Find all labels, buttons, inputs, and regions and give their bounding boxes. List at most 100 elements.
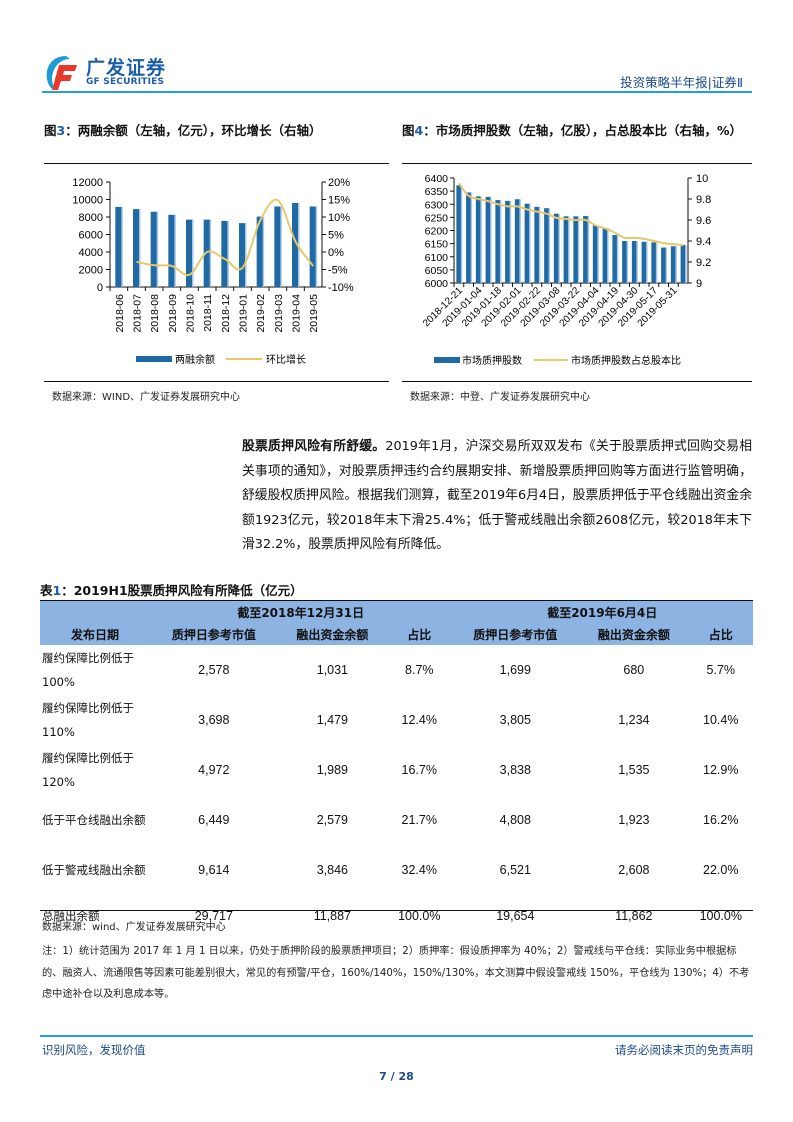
row-label: 总融出余额 [42,909,100,923]
chart1-tick-labels: 0 2000 4000 6000 8000 10000 12000 -10% -5% 0% 5% 10… [72,177,353,333]
figure3-number: 3 [56,123,66,138]
table-cell: 6,521 [499,863,531,877]
paragraph-body: 2019年1月，沪深交易所双双发布《关于股票质押式回购交易相关事项的通知》，对股… [242,439,752,552]
table-top-rule [40,600,753,602]
page-number: 7 / 28 [379,1070,414,1083]
chart2-legend: 市场质押股数 市场质押股数占总股本比 [434,354,681,367]
table-cell: 680 [623,663,645,677]
svg-text:6100: 6100 [425,252,449,264]
table-cell: 16.7% [401,763,437,777]
svg-text:2019-04: 2019-04 [291,294,303,333]
chart1-axes [106,181,326,291]
footer-disclaimer-link[interactable]: 请务必阅读末页的免责声明 [615,1043,753,1057]
svg-text:9.6: 9.6 [696,215,711,227]
row-label: 履约保障比例低于110% [42,701,134,739]
table-group-header-row: 截至2018年12月31日 截至2019年6月4日 [40,601,753,623]
legend-line-label: 环比增长 [266,353,306,366]
table-cell: 11,887 [313,909,351,923]
table-row: 低于警戒线融出余额 9,614 3,846 32.4% 6,521 2,608 22.0% [40,845,753,895]
body-paragraph: 股票质押风险有所舒缓。2019年1月，沪深交易所双双发布《关于股票质押式回购交易… [242,435,752,558]
col-header: 融出资金余额 [277,623,388,645]
table-cell: 5.7% [706,663,736,677]
figure4-bottom-rule [402,381,752,383]
footer-divider [40,1035,753,1037]
svg-text:10%: 10% [328,212,350,224]
chart2-bars [456,185,687,283]
svg-text:2019-03: 2019-03 [273,294,285,333]
svg-text:2018-11: 2018-11 [202,294,214,332]
svg-text:0%: 0% [328,247,344,259]
svg-text:2018-10: 2018-10 [185,294,197,333]
table-cell: 12.4% [401,713,437,727]
table-cell: 21.7% [401,813,437,827]
row-label: 履约保障比例低于120% [42,751,134,789]
table-bottom-rule [40,910,753,912]
table-cell: 6,449 [198,813,230,827]
svg-text:6000: 6000 [79,230,103,242]
svg-text:9.2: 9.2 [696,257,711,269]
svg-text:6400: 6400 [425,173,449,185]
table-cell: 10.4% [703,713,739,727]
svg-text:10: 10 [696,173,708,185]
figure4-number: 4 [414,123,424,138]
svg-text:5%: 5% [328,230,344,242]
margin-balance-chart: 0 2000 4000 6000 8000 10000 12000 -10% -5% 0% 5% 10… [72,177,353,366]
svg-text:2018-08: 2018-08 [149,294,161,333]
legend-bar-swatch [434,357,460,363]
svg-text:9.4: 9.4 [696,236,711,248]
table-cell: 3,846 [316,863,348,877]
svg-text:-5%: -5% [328,265,348,277]
table-column-header-row: 发布日期 质押日参考市值 融出资金余额 占比 质押日参考市值 融出资金余额 占比 [40,623,753,645]
figure3-bottom-rule [44,381,389,383]
svg-text:9.8: 9.8 [696,194,711,206]
chart1-bars [115,203,318,287]
table-source: 数据来源：wind、广发证券发展研究中心 [42,922,226,933]
table-cell: 100.0% [699,909,742,923]
figure4-top-rule [402,163,752,165]
table-cell: 19,654 [496,909,535,923]
report-type-label: 投资策略半年报|证券Ⅱ [620,75,743,90]
table-row: 履约保障比例低于110% 3,698 1,479 12.4% 3,805 1,234 10.… [40,695,753,745]
svg-text:2018-07: 2018-07 [132,294,144,333]
table-cell: 3,805 [499,713,531,727]
table-row: 履约保障比例低于120% 4,972 1,989 16.7% 3,838 1,535 12.… [40,745,753,795]
table-cell: 22.0% [703,863,739,877]
svg-text:2019-02: 2019-02 [255,294,267,333]
table-cell: 12.9% [703,763,739,777]
svg-text:-10%: -10% [328,282,354,294]
svg-text:20%: 20% [328,177,350,189]
svg-text:6250: 6250 [425,212,449,224]
table-cell: 32.4% [401,863,437,877]
table-cell: 16.2% [703,813,739,827]
row-label: 低于平仓线融出余额 [42,813,146,827]
table-cell: 9,614 [198,863,230,877]
table-cell: 1,699 [499,663,531,677]
svg-text:6150: 6150 [425,239,449,251]
legend-bar-label: 两融余额 [175,353,215,366]
gf-logo-icon [46,56,77,90]
col-header: 质押日参考市值 [150,623,278,645]
table-cell: 4,808 [499,813,531,827]
row-label: 低于警戒线融出余额 [42,863,146,877]
figure3-title: 图3：两融余额（左轴，亿元），环比增长（右轴） [44,123,322,138]
col-header: 发布日期 [40,623,150,645]
svg-text:2019-05: 2019-05 [308,294,320,333]
svg-text:2019-01: 2019-01 [238,294,250,333]
chart2-axes [450,177,692,287]
figure4-source: 数据来源：中登、广发证券发展研究中心 [410,392,590,403]
table-cell: 1,031 [316,663,348,677]
group-header-2019: 截至2019年6月4日 [451,601,753,623]
legend-bar-swatch [136,356,172,362]
svg-text:2018-12: 2018-12 [220,294,232,333]
table-cell: 1,234 [618,713,650,727]
chart1-growth-line [136,198,314,277]
logo-chinese-name: 广发证券 [86,57,167,79]
table-cell: 1,479 [316,713,348,727]
svg-text:4000: 4000 [79,247,103,259]
table-row: 总融出余额 29,717 11,887 100.0% 19,654 11,862 100.0… [40,895,753,937]
row-label: 履约保障比例低于100% [42,651,134,689]
logo-english-name: GF SECURITIES [86,77,165,87]
svg-text:15%: 15% [328,195,350,207]
